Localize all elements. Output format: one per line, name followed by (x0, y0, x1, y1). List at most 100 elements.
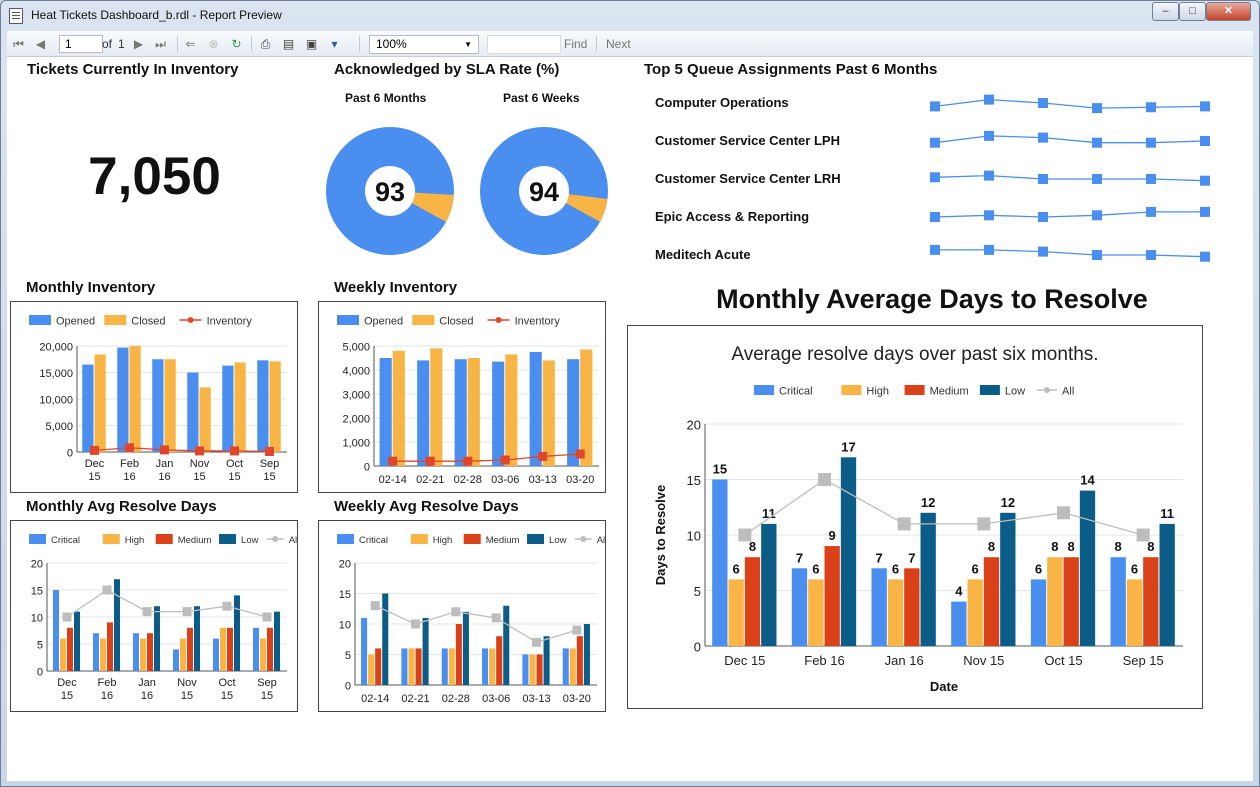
legend-swatch (979, 385, 1000, 395)
queue-name: Customer Service Center LPH (655, 133, 840, 148)
sparkline-marker (1200, 251, 1210, 262)
y-tick-label: 5 (37, 640, 43, 652)
line-marker (738, 528, 752, 542)
export-icon[interactable]: ▾ (331, 37, 338, 51)
bar-critical (951, 601, 967, 646)
close-button[interactable]: ✕ (1206, 2, 1251, 21)
x-tick-label-year: 16 (101, 690, 113, 702)
bar-low (74, 611, 80, 671)
bar-critical (791, 568, 808, 646)
bar-high (408, 648, 415, 685)
bar-opened (82, 364, 94, 452)
bar-medium (267, 627, 273, 671)
legend-swatch (410, 534, 428, 544)
data-label: 7 (796, 550, 803, 565)
bar-closed (129, 346, 141, 452)
find-button[interactable]: Find (564, 37, 588, 51)
x-tick-label: 02-21 (416, 474, 444, 486)
legend-label: High (866, 386, 889, 398)
zoom-select[interactable]: 100% ▼ (369, 35, 479, 54)
x-axis-label: Date (930, 679, 958, 694)
zoom-value: 100% (376, 37, 407, 51)
x-tick-label: Jan (156, 458, 174, 470)
page-number-input[interactable]: 1 (59, 35, 103, 53)
bar-opened (417, 360, 430, 466)
legend-label: Opened (56, 316, 95, 328)
line-marker (222, 601, 232, 611)
x-tick-label: 02-14 (361, 693, 389, 705)
find-input[interactable] (487, 35, 561, 54)
x-tick-label: Oct 15 (1044, 653, 1082, 668)
stop-icon[interactable]: ⊗ (208, 37, 219, 51)
sparkline-marker (1038, 98, 1048, 108)
sparkline-marker (930, 101, 940, 112)
data-label: 7 (908, 550, 915, 565)
weekly-inventory-title: Weekly Inventory (334, 279, 458, 296)
x-tick-label: Dec (57, 677, 77, 689)
legend-swatch (754, 385, 774, 395)
data-label: 12 (921, 495, 935, 510)
weekly-inventory-chart-frame: Opened Closed Inventory 0 1,000 2,000 3,000 4,0… (318, 301, 606, 493)
x-tick-label: Oct (218, 677, 235, 689)
x-tick-label: 03-13 (529, 474, 557, 486)
minimize-button[interactable]: – (1152, 2, 1179, 21)
bar-high (140, 638, 146, 671)
line-marker (500, 455, 510, 465)
bar-low (234, 595, 240, 671)
bar-low (154, 606, 160, 671)
back-icon[interactable]: ⇐ (185, 37, 196, 51)
legend-label: High (125, 535, 145, 546)
print-icon[interactable]: ⎙ (260, 37, 271, 51)
line-marker (425, 456, 435, 466)
bar-medium (187, 627, 193, 671)
x-tick-label-year: 15 (181, 690, 193, 702)
line-marker (463, 456, 473, 466)
x-tick-label: Nov 15 (963, 653, 1004, 668)
queue-name: Computer Operations (655, 95, 789, 110)
y-tick-label: 1,000 (342, 438, 370, 450)
line-inventory (94, 447, 270, 453)
y-tick-label: 10 (31, 613, 43, 625)
y-tick-label: 15 (339, 589, 351, 601)
weekly-resolve-title: Weekly Avg Resolve Days (334, 498, 519, 515)
data-label: 12 (1001, 495, 1015, 510)
line-marker (411, 619, 420, 629)
first-page-icon[interactable]: ⏮ (13, 37, 24, 51)
refresh-icon[interactable]: ↻ (231, 37, 242, 51)
data-label: 6 (892, 561, 899, 576)
bar-high (220, 627, 226, 671)
previous-page-icon[interactable]: ◀ (35, 37, 46, 51)
report-toolbar: ⏮ ◀ 1 of 1 ▶ ⏭ ⇐ ⊗ ↻ ⎙ ▤ ▣ ▾ 100% ▼ Find … (7, 31, 1253, 57)
legend-swatch (337, 534, 354, 544)
chart-title: Average resolve days over past six month… (731, 344, 1098, 365)
bar-critical (562, 648, 569, 685)
x-tick-label: Dec (85, 458, 105, 470)
kpi-value: 7,050 (88, 147, 221, 206)
next-button[interactable]: Next (606, 37, 631, 51)
maximize-button[interactable]: □ (1179, 2, 1206, 21)
sparkline-marker (1038, 174, 1048, 184)
x-tick-label-year: 15 (61, 690, 73, 702)
print-layout-icon[interactable]: ▤ (282, 37, 295, 51)
bar-high (808, 579, 824, 646)
y-tick-label: 5 (345, 650, 351, 662)
next-page-icon[interactable]: ▶ (133, 37, 144, 51)
line-marker (818, 473, 831, 486)
y-tick-label: 5,000 (342, 342, 370, 354)
y-tick-label: 10 (339, 620, 351, 632)
sparkline-marker (1200, 101, 1210, 112)
sparkline-line (934, 98, 1206, 109)
legend-swatch (841, 385, 862, 395)
sla-title: Acknowledged by SLA Rate (%) (334, 61, 560, 78)
weekly-resolve-chart-frame: Critical High Medium Low All 0 5 10 15 20 02-14 02-… (318, 520, 607, 712)
legend-label: Critical (359, 535, 388, 546)
big-resolve-title: Monthly Average Days to Resolve (716, 284, 1148, 314)
sla-weeks-donut-value: 94 (529, 177, 559, 207)
legend-swatch-marker (495, 317, 502, 323)
legend-label: Inventory (515, 316, 561, 328)
bar-closed (164, 359, 176, 452)
last-page-icon[interactable]: ⏭ (155, 37, 166, 51)
line-marker (977, 517, 991, 531)
line-marker (388, 456, 398, 466)
page-setup-icon[interactable]: ▣ (305, 37, 318, 51)
